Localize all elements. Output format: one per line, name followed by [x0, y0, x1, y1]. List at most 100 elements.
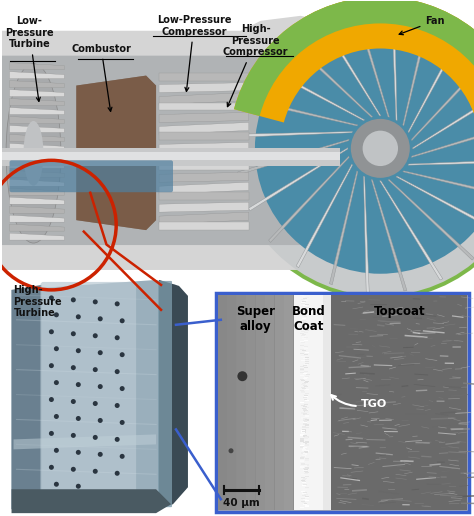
Polygon shape [9, 215, 64, 222]
FancyBboxPatch shape [9, 160, 173, 192]
Bar [301, 356, 305, 357]
Bar [303, 396, 307, 398]
Polygon shape [9, 143, 64, 150]
Bar [305, 496, 310, 497]
Circle shape [49, 295, 54, 300]
Polygon shape [236, 132, 353, 137]
Bar [301, 429, 306, 431]
Bar [302, 490, 306, 491]
Circle shape [76, 348, 81, 353]
Bar [306, 374, 310, 375]
Bar [300, 507, 304, 508]
Bar [304, 438, 308, 439]
Circle shape [49, 397, 54, 402]
Bar [305, 381, 309, 382]
Bar [300, 366, 304, 367]
Bar [301, 480, 305, 481]
Bar [303, 469, 307, 470]
Bar [302, 382, 306, 384]
Bar [303, 384, 307, 386]
Ellipse shape [24, 121, 44, 186]
Bar [305, 427, 309, 429]
Bar [301, 303, 305, 304]
Polygon shape [9, 233, 64, 240]
Bar [304, 348, 309, 349]
Polygon shape [329, 171, 358, 285]
Polygon shape [159, 202, 249, 212]
Bar [303, 321, 307, 322]
Bar [302, 350, 306, 351]
Bar [303, 484, 308, 486]
Bar [303, 327, 307, 328]
Bar [305, 472, 309, 474]
Circle shape [49, 465, 54, 470]
Polygon shape [159, 83, 249, 92]
Bar [300, 390, 304, 391]
Circle shape [229, 0, 474, 300]
Bar [304, 409, 308, 410]
Bar [300, 323, 304, 324]
Bar [302, 482, 306, 483]
Bar [304, 382, 308, 383]
Bar [300, 369, 304, 371]
Wedge shape [234, 0, 474, 116]
Bar [304, 395, 308, 396]
Circle shape [119, 352, 125, 357]
Polygon shape [9, 99, 64, 105]
Bar [301, 456, 305, 458]
Bar [300, 422, 304, 423]
Bar [302, 338, 306, 339]
Bar [302, 485, 306, 487]
Circle shape [76, 484, 81, 489]
Bar [300, 326, 304, 327]
Bar [303, 499, 307, 501]
Bar [305, 393, 309, 394]
Circle shape [76, 416, 81, 421]
Polygon shape [318, 17, 381, 116]
Bar [293, 295, 323, 510]
Polygon shape [408, 159, 474, 165]
Circle shape [71, 297, 76, 302]
Bar [305, 459, 309, 460]
Text: High-
Pressure
Compressor: High- Pressure Compressor [223, 24, 289, 107]
Bar [305, 425, 310, 426]
Bar [300, 439, 304, 440]
Bar [264, 295, 273, 510]
Polygon shape [159, 192, 249, 200]
Text: Topcoat: Topcoat [374, 305, 425, 318]
Bar [300, 426, 304, 427]
Circle shape [98, 316, 103, 321]
Polygon shape [403, 12, 431, 126]
Polygon shape [11, 280, 186, 509]
Bar [300, 466, 304, 467]
Bar [303, 353, 308, 355]
Bar [305, 376, 309, 377]
Bar [305, 359, 310, 360]
Polygon shape [9, 117, 64, 123]
Text: Low-
Pressure
Turbine: Low- Pressure Turbine [5, 16, 54, 101]
Circle shape [237, 371, 247, 381]
Bar [303, 418, 307, 420]
Text: Combustor: Combustor [71, 44, 131, 111]
Polygon shape [76, 76, 156, 230]
Polygon shape [413, 86, 474, 149]
Circle shape [255, 23, 474, 274]
Bar [305, 464, 309, 465]
Polygon shape [269, 156, 349, 243]
Bar [305, 357, 309, 358]
Bar [303, 324, 307, 325]
Bar [304, 313, 308, 314]
Bar [301, 302, 305, 303]
Circle shape [119, 386, 125, 391]
Bar [305, 328, 310, 329]
Circle shape [49, 431, 54, 436]
Circle shape [228, 448, 234, 453]
Circle shape [76, 314, 81, 319]
Circle shape [115, 369, 119, 374]
Bar [302, 322, 306, 323]
Bar [304, 332, 308, 333]
Bar [301, 383, 305, 385]
Circle shape [71, 433, 76, 438]
Bar [301, 344, 304, 345]
Bar [303, 373, 307, 374]
